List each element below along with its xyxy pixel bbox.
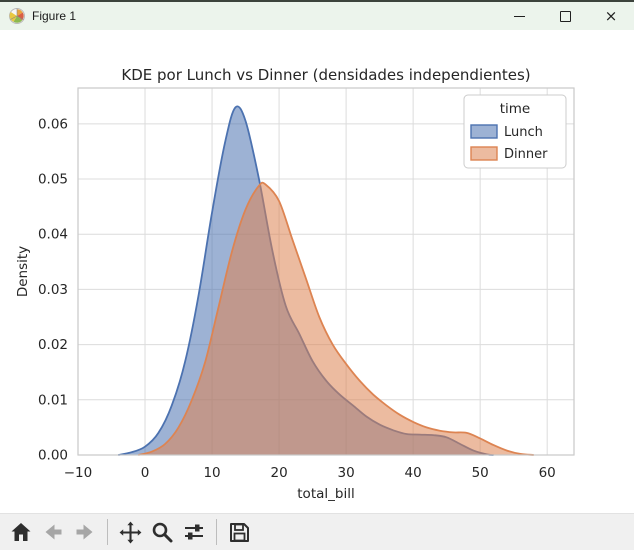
x-tick-label: 50 bbox=[472, 465, 489, 481]
maximize-icon bbox=[559, 10, 571, 22]
legend: time Lunch Dinner bbox=[463, 94, 567, 169]
back-button[interactable] bbox=[38, 517, 68, 547]
zoom-magnifier-icon bbox=[152, 522, 173, 543]
x-axis-label: total_bill bbox=[297, 486, 354, 502]
forward-arrow-icon bbox=[76, 524, 93, 540]
maximize-button[interactable] bbox=[542, 2, 588, 30]
kde-area-dinner bbox=[138, 182, 534, 455]
y-tick-label: 0.05 bbox=[38, 172, 68, 188]
legend-label-lunch: Lunch bbox=[504, 125, 543, 140]
configure-subplots-button[interactable] bbox=[179, 517, 209, 547]
close-icon: × bbox=[604, 6, 618, 25]
y-axis-label: Density bbox=[15, 246, 31, 297]
y-tick-label: 0.01 bbox=[38, 392, 68, 408]
kde-line-dinner bbox=[138, 181, 534, 456]
kde-chart[interactable]: −10 0 10 20 30 40 50 60 0.00 0.01 0.02 0.03 0.04 0.05… bbox=[0, 30, 634, 513]
x-tick-label: 40 bbox=[405, 465, 422, 481]
minimize-icon bbox=[513, 15, 525, 17]
y-tick-label: 0.00 bbox=[38, 448, 68, 464]
y-tick-label: 0.06 bbox=[38, 116, 68, 132]
pan-button[interactable] bbox=[115, 517, 145, 547]
x-tick-label: 60 bbox=[539, 465, 556, 481]
home-button[interactable] bbox=[6, 517, 36, 547]
figure-canvas[interactable]: −10 0 10 20 30 40 50 60 0.00 0.01 0.02 0.03 0.04 0.05… bbox=[0, 30, 634, 513]
back-arrow-icon bbox=[45, 524, 62, 540]
legend-label-dinner: Dinner bbox=[504, 147, 548, 162]
y-tick-label: 0.02 bbox=[38, 337, 68, 353]
legend-swatch-lunch bbox=[470, 124, 498, 139]
plot-frame bbox=[77, 87, 575, 456]
x-tick-label: 30 bbox=[338, 465, 355, 481]
close-button[interactable]: × bbox=[588, 2, 634, 30]
legend-swatch-dinner bbox=[470, 146, 498, 161]
legend-title: time bbox=[500, 101, 531, 117]
x-tick-label: −10 bbox=[64, 465, 93, 481]
forward-button[interactable] bbox=[70, 517, 100, 547]
y-tick-label: 0.04 bbox=[38, 227, 68, 243]
x-tick-label: 20 bbox=[270, 465, 287, 481]
minimize-button[interactable] bbox=[496, 2, 542, 30]
x-tick-label: 0 bbox=[141, 465, 150, 481]
toolbar-separator bbox=[216, 519, 217, 545]
y-tick-label: 0.03 bbox=[38, 282, 68, 298]
toolbar-separator bbox=[107, 519, 108, 545]
window-titlebar[interactable]: Figure 1 × bbox=[0, 0, 634, 30]
zoom-button[interactable] bbox=[147, 517, 177, 547]
sliders-icon bbox=[185, 524, 203, 540]
chart-title: KDE por Lunch vs Dinner (densidades inde… bbox=[121, 66, 530, 84]
x-tick-label: 10 bbox=[203, 465, 220, 481]
pan-move-icon bbox=[119, 521, 141, 543]
matplotlib-logo-icon bbox=[9, 8, 25, 24]
save-button[interactable] bbox=[224, 517, 254, 547]
navigation-toolbar bbox=[0, 513, 634, 550]
home-icon bbox=[11, 523, 31, 541]
window-title: Figure 1 bbox=[32, 9, 77, 23]
save-floppy-icon bbox=[230, 523, 249, 542]
